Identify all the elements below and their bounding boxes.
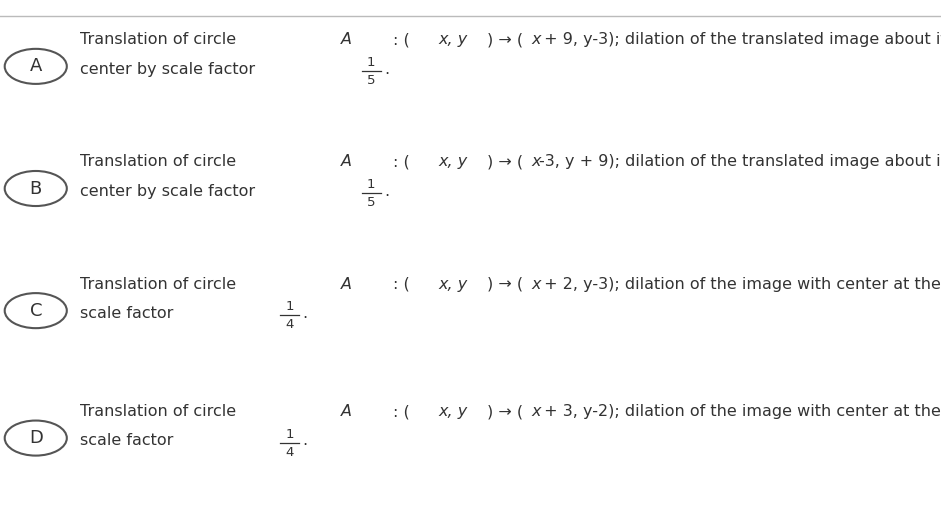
Text: x: x	[531, 277, 541, 292]
Text: 1: 1	[285, 428, 294, 441]
Text: .: .	[384, 184, 390, 199]
Text: ) → (: ) → (	[486, 32, 523, 47]
Text: 5: 5	[367, 196, 375, 209]
Text: x: x	[531, 404, 541, 419]
Text: scale factor: scale factor	[80, 306, 179, 321]
Text: ) → (: ) → (	[486, 404, 523, 419]
Text: x: x	[531, 32, 541, 47]
Text: : (: : (	[392, 155, 409, 169]
Text: A: A	[341, 277, 352, 292]
Text: A: A	[341, 32, 352, 47]
Text: 1: 1	[367, 178, 375, 191]
Text: 5: 5	[367, 74, 375, 87]
Text: center by scale factor: center by scale factor	[80, 62, 261, 76]
Text: A: A	[29, 57, 42, 75]
Text: A: A	[341, 404, 352, 419]
Text: x, y: x, y	[439, 155, 468, 169]
Text: 4: 4	[285, 318, 294, 331]
Text: : (: : (	[392, 32, 409, 47]
Text: 4: 4	[285, 446, 294, 458]
Text: x, y: x, y	[439, 32, 468, 47]
Text: + 9, y-3); dilation of the translated image about its new: + 9, y-3); dilation of the translated im…	[539, 32, 941, 47]
Text: + 3, y-2); dilation of the image with center at the origin and: + 3, y-2); dilation of the image with ce…	[539, 404, 941, 419]
Text: C: C	[29, 302, 42, 320]
Text: + 2, y-3); dilation of the image with center at the origin and: + 2, y-3); dilation of the image with ce…	[539, 277, 941, 292]
Text: -3, y + 9); dilation of the translated image about its new: -3, y + 9); dilation of the translated i…	[539, 155, 941, 169]
Text: Translation of circle: Translation of circle	[80, 404, 241, 419]
Text: Translation of circle: Translation of circle	[80, 155, 241, 169]
Text: ) → (: ) → (	[486, 155, 523, 169]
Text: 1: 1	[367, 56, 375, 69]
Text: 1: 1	[285, 301, 294, 313]
Text: x, y: x, y	[439, 277, 468, 292]
Text: ) → (: ) → (	[486, 277, 523, 292]
Text: D: D	[29, 429, 42, 447]
Text: .: .	[303, 306, 308, 321]
Text: Translation of circle: Translation of circle	[80, 32, 241, 47]
Text: A: A	[341, 155, 352, 169]
Text: scale factor: scale factor	[80, 433, 179, 448]
Text: .: .	[384, 62, 390, 76]
Text: : (: : (	[392, 404, 409, 419]
Text: x: x	[531, 155, 541, 169]
Text: Translation of circle: Translation of circle	[80, 277, 241, 292]
Text: x, y: x, y	[439, 404, 468, 419]
Text: .: .	[303, 433, 308, 448]
Text: B: B	[29, 179, 42, 198]
Text: center by scale factor: center by scale factor	[80, 184, 261, 199]
Text: : (: : (	[392, 277, 409, 292]
